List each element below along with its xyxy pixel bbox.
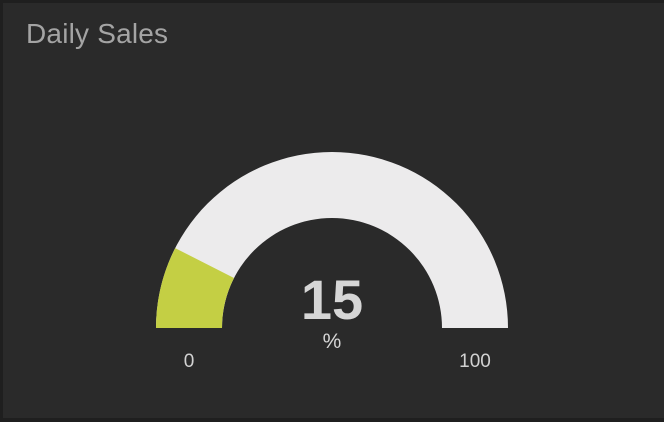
- gauge-fill: [156, 248, 234, 328]
- gauge-max-label: 100: [459, 351, 491, 372]
- gauge-units: %: [323, 330, 342, 353]
- gauge-value: 15: [301, 268, 363, 331]
- gauge-track: [156, 152, 508, 328]
- sales-gauge: 15 % 0 100: [156, 152, 508, 372]
- widget-title: Daily Sales: [26, 18, 169, 49]
- gauge-min-label: 0: [184, 351, 195, 372]
- daily-sales-widget: Daily Sales 15 % 0 100: [3, 3, 664, 418]
